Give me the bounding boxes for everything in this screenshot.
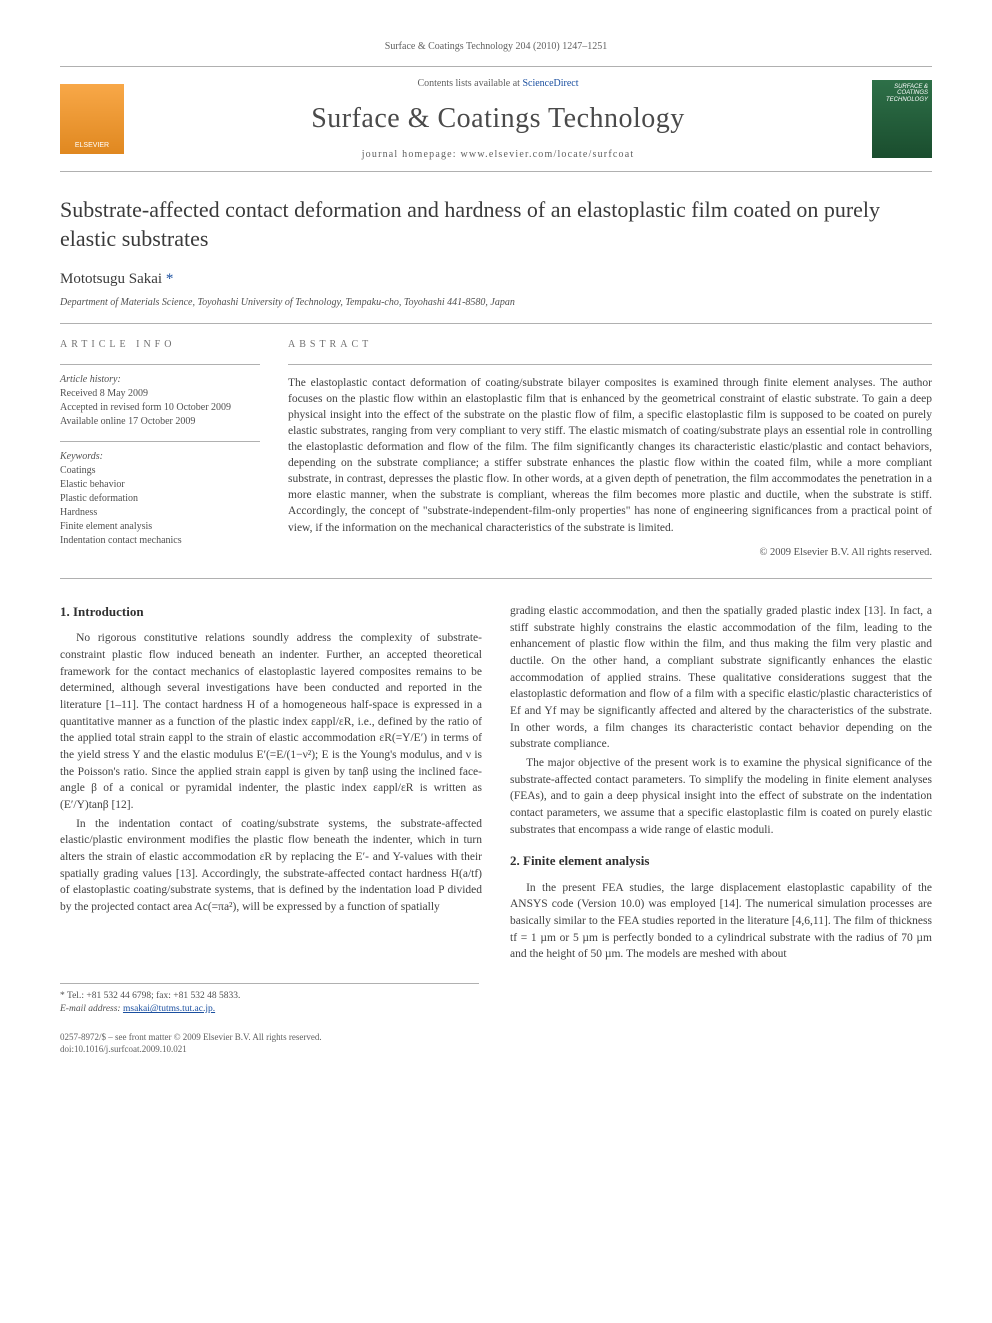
author-name: Mototsugu Sakai <box>60 271 162 287</box>
masthead: ELSEVIER Contents lists available at Sci… <box>60 66 932 173</box>
masthead-center: Contents lists available at ScienceDirec… <box>124 77 872 162</box>
article-title: Substrate-affected contact deformation a… <box>60 196 932 253</box>
body-column-right: grading elastic accommodation, and then … <box>510 603 932 965</box>
info-rule <box>60 364 260 365</box>
info-rule-2 <box>60 441 260 442</box>
affiliation: Department of Materials Science, Toyohas… <box>60 296 932 310</box>
history-heading: Article history: <box>60 373 260 387</box>
corresponding-mark[interactable]: * <box>166 271 174 287</box>
abstract-column: ABSTRACT The elastoplastic contact defor… <box>288 338 932 560</box>
rule-bottom <box>60 578 932 579</box>
info-abstract-row: ARTICLE INFO Article history: Received 8… <box>60 324 932 578</box>
history-online: Available online 17 October 2009 <box>60 415 260 429</box>
body-paragraph: In the indentation contact of coating/su… <box>60 816 482 916</box>
email-line: E-mail address: msakai@tutms.tut.ac.jp. <box>60 1003 479 1016</box>
footer: 0257-8972/$ – see front matter © 2009 El… <box>60 1031 932 1056</box>
body-paragraph: In the present FEA studies, the large di… <box>510 880 932 963</box>
journal-name: Surface & Coatings Technology <box>124 100 872 138</box>
body-columns: 1. Introduction No rigorous constitutive… <box>60 603 932 965</box>
article-info-label: ARTICLE INFO <box>60 338 260 352</box>
running-header: Surface & Coatings Technology 204 (2010)… <box>60 40 932 54</box>
history-accepted: Accepted in revised form 10 October 2009 <box>60 401 260 415</box>
homepage-line: journal homepage: www.elsevier.com/locat… <box>124 148 872 162</box>
body-paragraph: grading elastic accommodation, and then … <box>510 603 932 753</box>
elsevier-logo[interactable]: ELSEVIER <box>60 84 124 154</box>
footnote-block: * Tel.: +81 532 44 6798; fax: +81 532 48… <box>60 983 479 1017</box>
sciencedirect-link[interactable]: ScienceDirect <box>522 78 578 89</box>
homepage-prefix: journal homepage: <box>362 149 461 160</box>
body-paragraph: No rigorous constitutive relations sound… <box>60 630 482 813</box>
footer-doi: doi:10.1016/j.surfcoat.2009.10.021 <box>60 1043 932 1056</box>
keywords-block: Keywords: Coatings Elastic behavior Plas… <box>60 450 260 548</box>
article-info-column: ARTICLE INFO Article history: Received 8… <box>60 338 260 560</box>
email-link[interactable]: msakai@tutms.tut.ac.jp. <box>123 1004 215 1014</box>
authors: Mototsugu Sakai * <box>60 269 932 289</box>
keyword: Indentation contact mechanics <box>60 534 260 548</box>
keyword: Coatings <box>60 464 260 478</box>
body-column-left: 1. Introduction No rigorous constitutive… <box>60 603 482 965</box>
abstract-rule <box>288 364 932 365</box>
footer-copyright: 0257-8972/$ – see front matter © 2009 El… <box>60 1031 932 1044</box>
homepage-url[interactable]: www.elsevier.com/locate/surfcoat <box>461 149 635 160</box>
contents-prefix: Contents lists available at <box>417 78 522 89</box>
section-2-heading: 2. Finite element analysis <box>510 852 932 870</box>
email-label: E-mail address: <box>60 1004 123 1014</box>
keyword: Plastic deformation <box>60 492 260 506</box>
corresponding-footnote: * Tel.: +81 532 44 6798; fax: +81 532 48… <box>60 990 479 1003</box>
contents-line: Contents lists available at ScienceDirec… <box>124 77 872 91</box>
keyword: Hardness <box>60 506 260 520</box>
abstract-label: ABSTRACT <box>288 338 932 352</box>
journal-cover-thumb[interactable]: SURFACE & COATINGS TECHNOLOGY <box>872 80 932 158</box>
abstract-copyright: © 2009 Elsevier B.V. All rights reserved… <box>288 546 932 560</box>
keyword: Elastic behavior <box>60 478 260 492</box>
section-1-heading: 1. Introduction <box>60 603 482 621</box>
keyword: Finite element analysis <box>60 520 260 534</box>
body-paragraph: The major objective of the present work … <box>510 755 932 838</box>
keywords-heading: Keywords: <box>60 450 260 464</box>
history-received: Received 8 May 2009 <box>60 387 260 401</box>
article-history: Article history: Received 8 May 2009 Acc… <box>60 373 260 429</box>
abstract-text: The elastoplastic contact deformation of… <box>288 375 932 536</box>
